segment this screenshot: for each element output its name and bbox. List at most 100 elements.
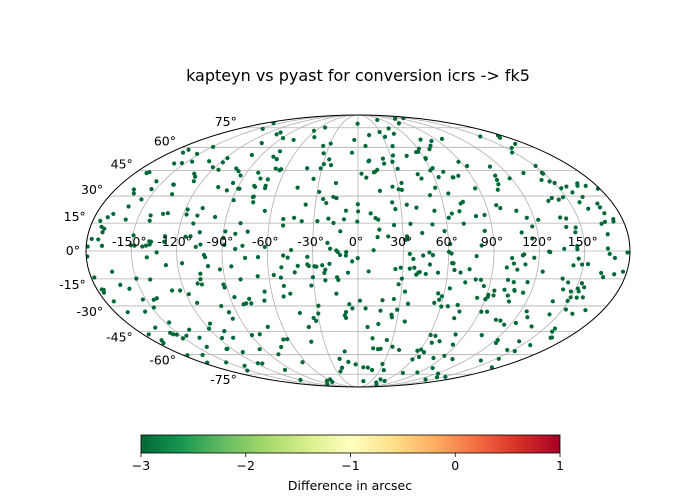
scatter-point	[433, 185, 438, 190]
scatter-point	[256, 170, 261, 175]
scatter-point	[436, 291, 441, 296]
scatter-point	[550, 299, 555, 304]
scatter-point	[423, 377, 428, 382]
scatter-point	[321, 151, 326, 156]
lon-tick-label: 30°	[390, 234, 412, 249]
scatter-point	[390, 159, 395, 164]
scatter-point	[111, 211, 116, 217]
scatter-point	[179, 261, 185, 266]
scatter-point	[580, 194, 585, 200]
scatter-point	[418, 137, 423, 142]
scatter-point	[441, 169, 446, 174]
scatter-point	[143, 243, 149, 248]
scatter-point	[207, 321, 213, 326]
scatter-point	[330, 379, 335, 384]
scatter-point	[169, 288, 175, 293]
scatter-point	[257, 332, 262, 337]
scatter-point	[238, 173, 243, 178]
scatter-point	[528, 343, 533, 348]
scatter-point	[365, 365, 370, 370]
scatter-point	[343, 253, 348, 258]
scatter-point	[432, 208, 437, 213]
scatter-point	[353, 362, 358, 367]
scatter-point	[450, 342, 456, 347]
scatter-point	[321, 162, 326, 167]
scatter-point	[382, 134, 388, 139]
scatter-point	[393, 206, 398, 212]
scatter-point	[280, 136, 286, 141]
scatter-point	[193, 244, 198, 249]
scatter-point	[327, 246, 333, 251]
scatter-point	[448, 241, 453, 247]
scatter-point	[249, 301, 254, 306]
scatter-point	[352, 137, 357, 143]
scatter-point	[298, 377, 303, 383]
scatter-point	[326, 216, 331, 221]
scatter-point	[236, 169, 241, 174]
scatter-point	[482, 228, 487, 233]
scatter-point	[514, 208, 519, 213]
scatter-point	[200, 352, 205, 358]
scatter-point	[439, 304, 444, 309]
scatter-point	[396, 347, 402, 353]
scatter-point	[140, 244, 145, 249]
scatter-point	[337, 356, 342, 361]
scatter-point	[451, 175, 456, 180]
lon-tick-label: -90°	[207, 234, 234, 249]
scatter-point	[224, 346, 229, 352]
scatter-point	[505, 347, 510, 353]
scatter-point	[509, 145, 514, 151]
scatter-point	[153, 325, 158, 330]
scatter-point	[536, 217, 541, 222]
scatter-point	[274, 132, 279, 137]
scatter-point	[131, 187, 136, 192]
scatter-point	[386, 234, 391, 239]
scatter-point	[390, 184, 395, 189]
scatter-point	[222, 242, 227, 248]
scatter-point	[552, 180, 557, 186]
scatter-point	[143, 309, 148, 314]
scatter-point	[399, 276, 404, 281]
scatter-point	[570, 311, 575, 316]
scatter-point	[197, 230, 202, 235]
scatter-point	[436, 175, 441, 180]
scatter-point	[560, 276, 565, 281]
scatter-point	[432, 300, 437, 305]
scatter-point	[404, 153, 409, 158]
scatter-point	[575, 183, 580, 188]
scatter-point	[305, 166, 310, 171]
scatter-point	[154, 179, 159, 184]
colorbar-ticks: −3 −2 −1 0 1	[132, 453, 564, 473]
scatter-point	[513, 141, 518, 146]
scatter-point	[378, 308, 383, 313]
scatter-point	[437, 297, 442, 302]
scatter-point	[530, 236, 535, 241]
scatter-point	[607, 251, 612, 256]
scatter-point	[262, 208, 267, 213]
scatter-point	[402, 319, 407, 324]
scatter-point	[363, 306, 368, 311]
scatter-point	[184, 333, 189, 338]
scatter-point	[452, 316, 457, 321]
scatter-point	[382, 378, 387, 384]
scatter-point	[458, 270, 463, 275]
scatter-point	[148, 213, 153, 218]
scatter-point	[297, 310, 302, 316]
scatter-point	[305, 254, 310, 259]
scatter-point	[447, 286, 452, 291]
scatter-point	[162, 234, 168, 239]
scatter-point	[450, 357, 455, 362]
scatter-point	[439, 294, 445, 299]
scatter-point	[453, 332, 458, 337]
scatter-point	[222, 329, 227, 334]
scatter-point	[478, 277, 484, 282]
scatter-point	[285, 255, 290, 260]
scatter-point	[602, 211, 607, 216]
scatter-point	[322, 270, 327, 276]
scatter-point	[147, 242, 152, 247]
scatter-point	[430, 222, 435, 227]
scatter-point	[334, 248, 339, 253]
scatter-point	[475, 295, 480, 300]
